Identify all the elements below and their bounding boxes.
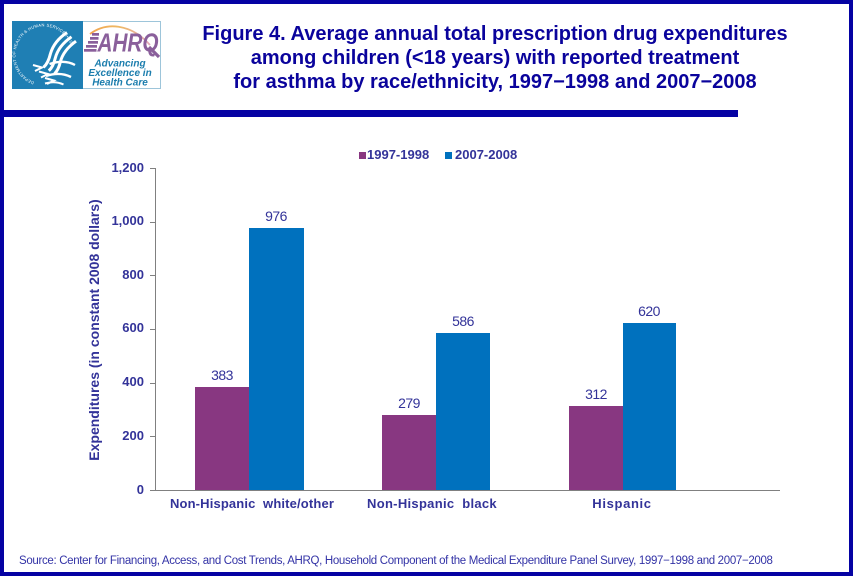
svg-text:AHRQ: AHRQ (97, 28, 159, 58)
svg-text:Advancing: Advancing (93, 59, 145, 70)
svg-text:Excellence in: Excellence in (88, 68, 151, 79)
svg-text:Health Care: Health Care (92, 78, 148, 89)
